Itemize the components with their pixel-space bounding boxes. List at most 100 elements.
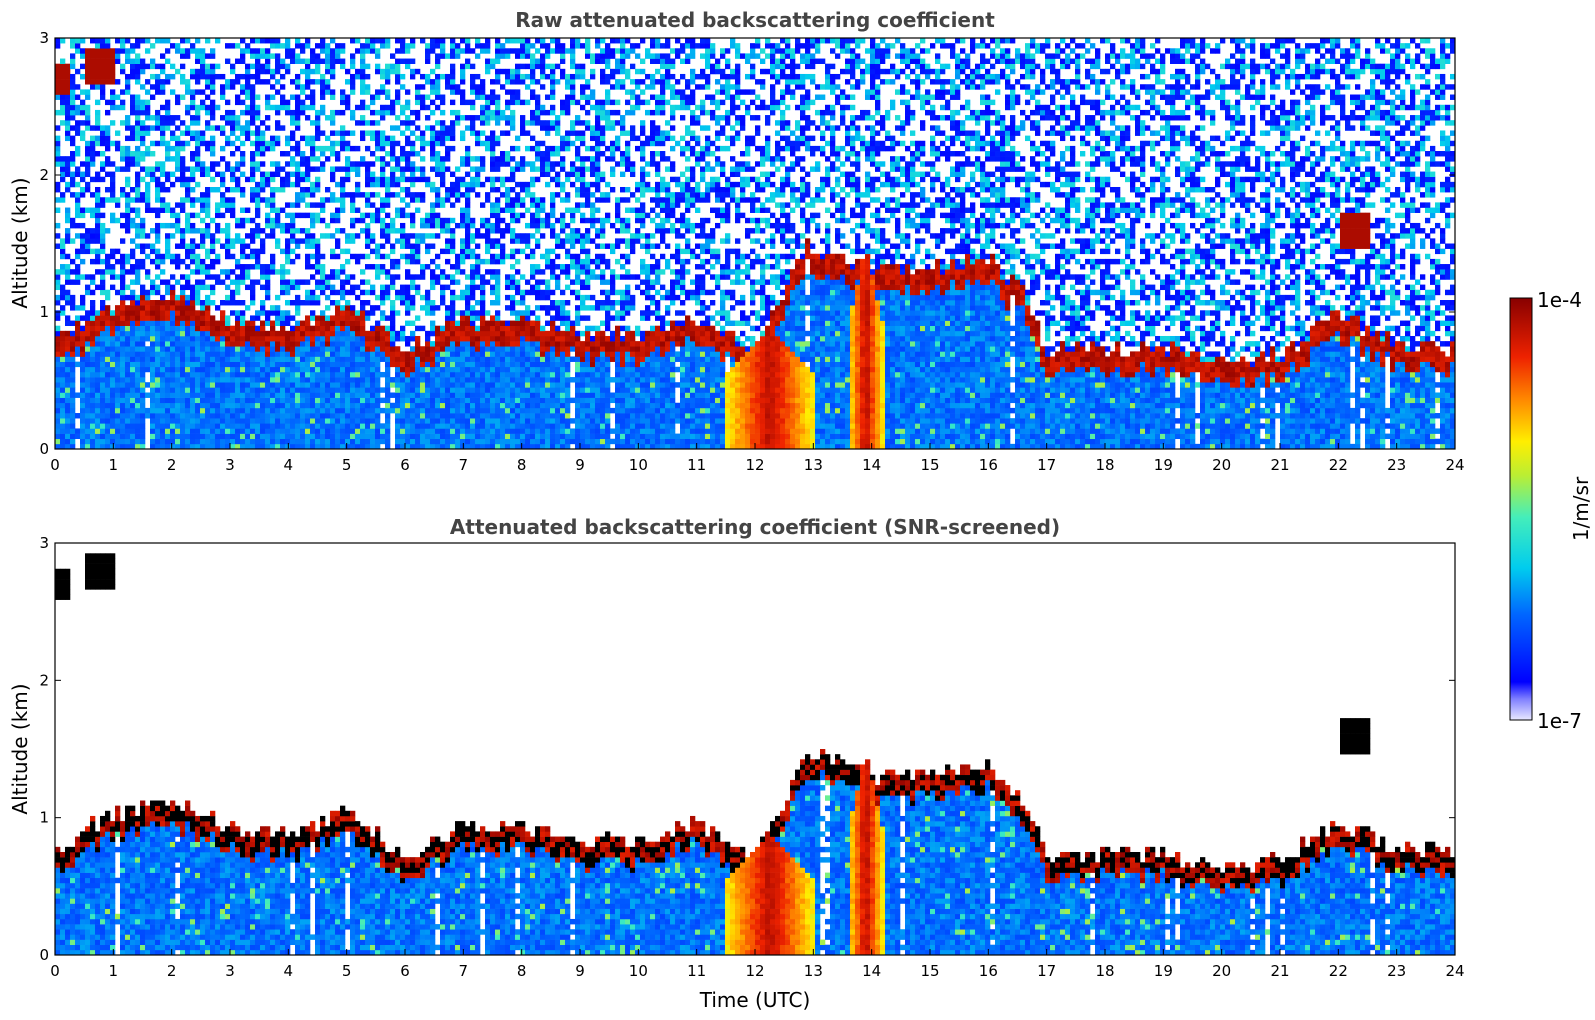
heatmap-cell — [345, 156, 351, 162]
heatmap-cell — [180, 433, 186, 440]
heatmap-cell — [70, 89, 76, 95]
heatmap-cell — [135, 99, 141, 106]
heatmap-cell — [395, 387, 401, 393]
heatmap-cell — [420, 217, 426, 224]
heatmap-cell — [190, 176, 196, 183]
heatmap-cell — [220, 428, 226, 434]
heatmap-cell — [275, 413, 281, 419]
heatmap-cell — [180, 181, 186, 188]
heatmap-cell — [65, 413, 71, 419]
heatmap-cell — [205, 186, 211, 193]
heatmap-cell — [405, 356, 411, 362]
heatmap-cell — [260, 413, 266, 419]
heatmap-cell — [375, 418, 381, 424]
heatmap-cell — [345, 397, 351, 404]
heatmap-cell — [490, 325, 496, 332]
heatmap-cell — [310, 402, 316, 409]
heatmap-cell — [420, 73, 426, 80]
heatmap-cell — [110, 356, 116, 362]
heatmap-cell — [205, 387, 211, 393]
heatmap-cell — [415, 238, 421, 244]
heatmap-cell — [185, 84, 191, 90]
heatmap-cell — [150, 151, 156, 157]
heatmap-cell — [480, 418, 486, 424]
heatmap-cell — [470, 104, 476, 111]
heatmap-cell — [255, 392, 261, 398]
heatmap-cell — [100, 428, 106, 434]
heatmap-cell — [465, 300, 471, 306]
heatmap-cell — [105, 330, 111, 337]
heatmap-cell — [165, 186, 171, 193]
heatmap-cell — [150, 341, 156, 347]
heatmap-cell — [220, 94, 226, 100]
heatmap-cell — [360, 371, 366, 378]
heatmap-cell — [450, 341, 456, 347]
heatmap-cell — [355, 423, 361, 429]
heatmap-cell — [425, 407, 431, 414]
heatmap-cell — [265, 428, 271, 434]
heatmap-cell — [450, 233, 456, 239]
heatmap-cell — [225, 320, 231, 326]
heatmap-cell — [315, 248, 321, 255]
heatmap-cell — [85, 392, 91, 398]
heatmap-cell — [135, 207, 141, 213]
heatmap-cell — [165, 151, 171, 157]
heatmap-cell — [180, 197, 186, 203]
heatmap-cell — [85, 341, 91, 347]
heatmap-cell — [420, 387, 426, 393]
heatmap-cell — [290, 109, 296, 116]
heatmap-cell — [465, 233, 471, 239]
heatmap-cell — [380, 233, 386, 239]
heatmap-cell — [280, 320, 286, 326]
heatmap-cell — [90, 63, 96, 70]
heatmap-cell — [230, 407, 236, 414]
heatmap-cell — [80, 176, 86, 183]
heatmap-cell — [55, 351, 61, 357]
heatmap-cell — [290, 258, 296, 265]
heatmap-cell — [60, 197, 66, 203]
heatmap-cell — [325, 351, 331, 357]
heatmap-cell — [250, 253, 256, 260]
heatmap-cell — [320, 335, 326, 342]
heatmap-cell — [360, 84, 366, 90]
heatmap-cell — [120, 402, 126, 409]
heatmap-cell — [140, 84, 146, 90]
heatmap-cell — [165, 325, 171, 332]
heatmap-cell — [230, 418, 236, 424]
heatmap-cell — [460, 94, 466, 100]
heatmap-cell — [385, 289, 391, 296]
heatmap-cell — [230, 279, 236, 285]
heatmap-cell — [330, 428, 336, 434]
heatmap-cell — [185, 176, 191, 183]
heatmap-cell — [320, 418, 326, 424]
heatmap-cell — [250, 176, 256, 183]
heatmap-cell — [265, 361, 271, 368]
heatmap-cell — [470, 397, 476, 404]
heatmap-cell — [315, 202, 321, 208]
heatmap-cell — [240, 300, 246, 306]
heatmap-cell — [210, 433, 216, 440]
heatmap-cell — [485, 428, 491, 434]
heatmap-cell — [230, 300, 236, 306]
heatmap-cell — [320, 392, 326, 398]
heatmap-cell — [365, 264, 371, 270]
heatmap-cell — [200, 377, 206, 383]
heatmap-cell — [200, 310, 206, 316]
heatmap-cell — [230, 140, 236, 147]
heatmap-cell — [205, 269, 211, 275]
heatmap-cell — [130, 361, 136, 368]
heatmap-cell — [200, 402, 206, 409]
heatmap-cell — [60, 63, 66, 70]
heatmap-cell — [350, 73, 356, 80]
heatmap-cell — [365, 222, 371, 229]
heatmap-cell — [155, 413, 161, 419]
heatmap-cell — [250, 228, 256, 234]
heatmap-cell — [210, 423, 216, 429]
heatmap-cell — [365, 428, 371, 434]
heatmap-cell — [325, 371, 331, 378]
heatmap-cell — [230, 428, 236, 434]
heatmap-cell — [495, 351, 501, 357]
heatmap-cell — [65, 68, 71, 75]
heatmap-cell — [410, 243, 416, 249]
heatmap-cell — [430, 217, 436, 224]
